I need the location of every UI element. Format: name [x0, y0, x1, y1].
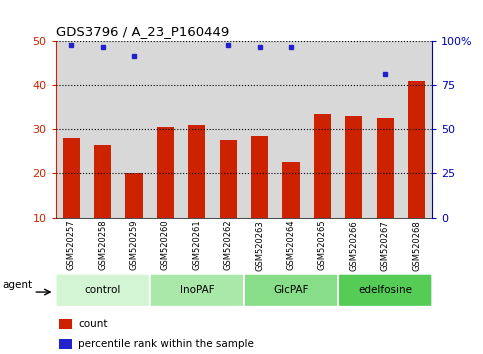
Text: count: count: [78, 319, 108, 329]
Bar: [59, 339, 72, 349]
Text: GlcPAF: GlcPAF: [273, 285, 309, 295]
Text: edelfosine: edelfosine: [358, 285, 412, 295]
Bar: [118, 41, 150, 218]
Bar: [157, 127, 174, 218]
Bar: [369, 41, 401, 218]
Text: GSM520264: GSM520264: [286, 220, 296, 270]
Text: GSM520265: GSM520265: [318, 220, 327, 270]
Text: percentile rank within the sample: percentile rank within the sample: [78, 339, 254, 349]
Bar: [377, 118, 394, 218]
Text: GSM520266: GSM520266: [349, 220, 358, 270]
Bar: [188, 125, 205, 218]
Text: GSM520263: GSM520263: [255, 220, 264, 270]
Text: GSM520262: GSM520262: [224, 220, 233, 270]
Bar: [94, 145, 111, 218]
Text: GSM520268: GSM520268: [412, 220, 421, 270]
Text: control: control: [85, 285, 121, 295]
FancyBboxPatch shape: [245, 275, 337, 306]
Text: InoPAF: InoPAF: [180, 285, 214, 295]
Bar: [283, 162, 299, 218]
Bar: [220, 140, 237, 218]
Text: GSM520259: GSM520259: [129, 220, 139, 270]
FancyBboxPatch shape: [151, 275, 243, 306]
Bar: [307, 41, 338, 218]
Bar: [63, 138, 80, 218]
FancyBboxPatch shape: [339, 275, 431, 306]
Bar: [213, 41, 244, 218]
Bar: [181, 41, 213, 218]
Bar: [244, 41, 275, 218]
Bar: [345, 116, 362, 218]
Text: agent: agent: [3, 280, 33, 290]
Bar: [87, 41, 118, 218]
Bar: [150, 41, 181, 218]
Bar: [56, 41, 87, 218]
Bar: [401, 41, 432, 218]
Bar: [275, 41, 307, 218]
Bar: [59, 319, 72, 329]
Text: GSM520261: GSM520261: [192, 220, 201, 270]
Bar: [338, 41, 369, 218]
Text: GDS3796 / A_23_P160449: GDS3796 / A_23_P160449: [56, 25, 229, 38]
Text: GSM520257: GSM520257: [67, 220, 76, 270]
Text: GSM520260: GSM520260: [161, 220, 170, 270]
Bar: [408, 80, 425, 218]
Bar: [251, 136, 268, 218]
Bar: [126, 173, 142, 218]
Text: GSM520267: GSM520267: [381, 220, 390, 270]
Bar: [314, 114, 331, 218]
Text: GSM520258: GSM520258: [98, 220, 107, 270]
FancyBboxPatch shape: [57, 275, 149, 306]
